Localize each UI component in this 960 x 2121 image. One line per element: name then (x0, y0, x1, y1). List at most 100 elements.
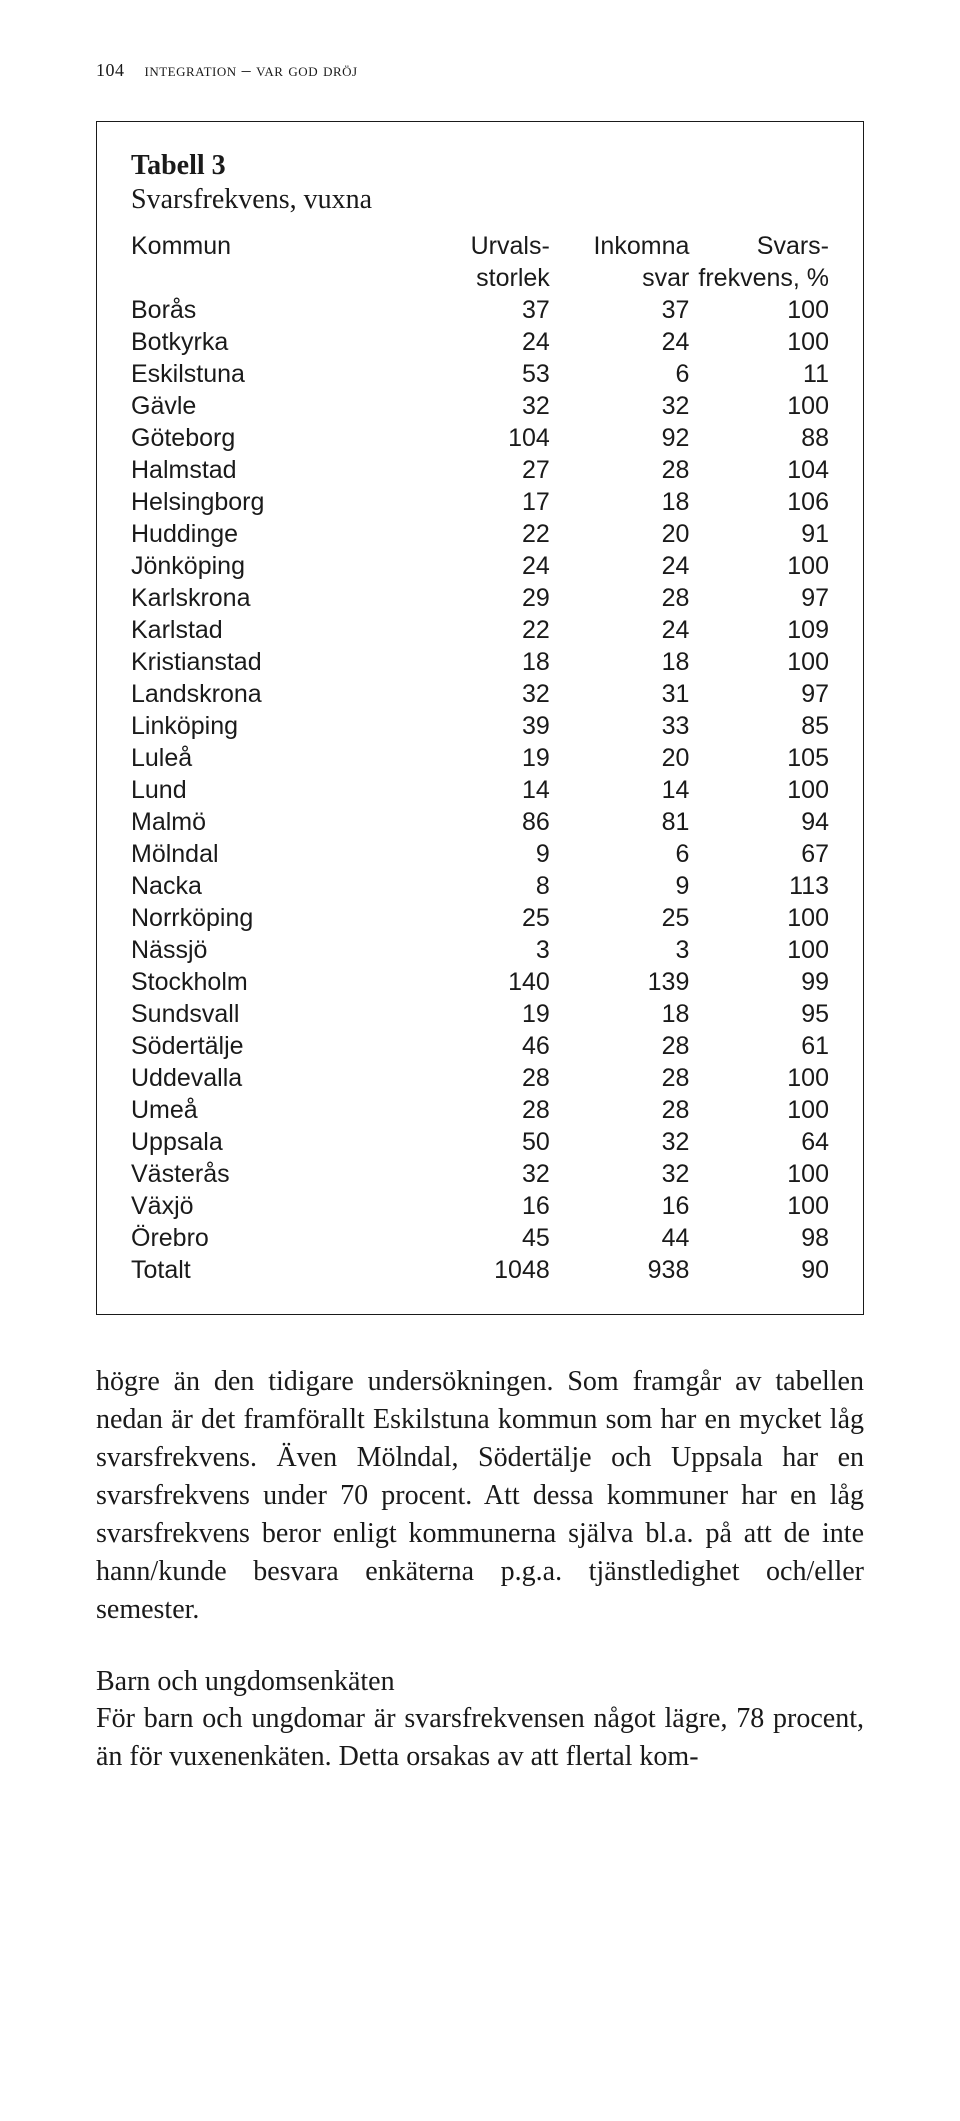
cell-kommun: Mölndal (131, 838, 396, 870)
cell-kommun: Uppsala (131, 1126, 396, 1158)
cell-frekvens: 100 (689, 934, 829, 966)
cell-inkomna: 32 (550, 1158, 690, 1190)
cell-kommun: Karlstad (131, 614, 396, 646)
col-header-empty (131, 262, 396, 294)
cell-frekvens: 67 (689, 838, 829, 870)
cell-inkomna: 28 (550, 1062, 690, 1094)
cell-urval: 9 (396, 838, 550, 870)
cell-inkomna: 31 (550, 678, 690, 710)
cell-inkomna: 16 (550, 1190, 690, 1222)
cell-urval: 19 (396, 742, 550, 774)
table-row: Eskilstuna53611 (131, 358, 829, 390)
cell-urval: 39 (396, 710, 550, 742)
cell-inkomna: 81 (550, 806, 690, 838)
paragraph-2-text: För barn och ungdomar är svarsfrekvensen… (96, 1700, 864, 1776)
cell-kommun: Växjö (131, 1190, 396, 1222)
running-head: 104 integration – var god dröj (96, 60, 864, 81)
table-row: Gävle3232100 (131, 390, 829, 422)
cell-kommun: Karlskrona (131, 582, 396, 614)
cell-frekvens: 64 (689, 1126, 829, 1158)
cell-inkomna: 28 (550, 1030, 690, 1062)
cell-kommun: Totalt (131, 1254, 396, 1286)
cell-urval: 46 (396, 1030, 550, 1062)
cell-urval: 32 (396, 1158, 550, 1190)
cell-inkomna: 3 (550, 934, 690, 966)
cell-inkomna: 33 (550, 710, 690, 742)
cell-inkomna: 20 (550, 518, 690, 550)
cell-kommun: Botkyrka (131, 326, 396, 358)
cell-inkomna: 24 (550, 326, 690, 358)
cell-urval: 29 (396, 582, 550, 614)
cell-inkomna: 28 (550, 454, 690, 486)
cell-frekvens: 95 (689, 998, 829, 1030)
cell-inkomna: 24 (550, 550, 690, 582)
cell-frekvens: 94 (689, 806, 829, 838)
cell-kommun: Norrköping (131, 902, 396, 934)
cell-urval: 24 (396, 550, 550, 582)
cell-kommun: Stockholm (131, 966, 396, 998)
table-row: Helsingborg1718106 (131, 486, 829, 518)
cell-frekvens: 90 (689, 1254, 829, 1286)
cell-kommun: Halmstad (131, 454, 396, 486)
cell-urval: 24 (396, 326, 550, 358)
cell-frekvens: 85 (689, 710, 829, 742)
table-row: Sundsvall191895 (131, 998, 829, 1030)
cell-kommun: Malmö (131, 806, 396, 838)
cell-kommun: Landskrona (131, 678, 396, 710)
table-row: Nässjö33100 (131, 934, 829, 966)
cell-urval: 14 (396, 774, 550, 806)
cell-kommun: Borås (131, 294, 396, 326)
cell-kommun: Örebro (131, 1222, 396, 1254)
cell-kommun: Luleå (131, 742, 396, 774)
page: 104 integration – var god dröj Tabell 3 … (0, 0, 960, 2121)
cell-kommun: Linköping (131, 710, 396, 742)
table-row: Jönköping2424100 (131, 550, 829, 582)
cell-frekvens: 105 (689, 742, 829, 774)
cell-urval: 37 (396, 294, 550, 326)
table-row: Borås3737100 (131, 294, 829, 326)
body-paragraph-1: högre än den tidigare undersökningen. So… (96, 1363, 864, 1630)
table-header-row-2: storlek svar frekvens, % (131, 262, 829, 294)
paragraph-1-text: högre än den tidigare undersökningen. So… (96, 1363, 864, 1630)
cell-inkomna: 18 (550, 486, 690, 518)
cell-frekvens: 113 (689, 870, 829, 902)
cell-frekvens: 100 (689, 1094, 829, 1126)
table-title: Tabell 3 (131, 150, 829, 182)
cell-frekvens: 91 (689, 518, 829, 550)
cell-urval: 32 (396, 390, 550, 422)
cell-urval: 19 (396, 998, 550, 1030)
table-row: Karlskrona292897 (131, 582, 829, 614)
table-row: Linköping393385 (131, 710, 829, 742)
cell-inkomna: 25 (550, 902, 690, 934)
cell-kommun: Helsingborg (131, 486, 396, 518)
cell-urval: 22 (396, 614, 550, 646)
cell-frekvens: 100 (689, 294, 829, 326)
table-row: Luleå1920105 (131, 742, 829, 774)
cell-kommun: Nacka (131, 870, 396, 902)
col-header-urval-top: Urvals- (396, 230, 550, 262)
body-paragraph-2: För barn och ungdomar är svarsfrekvensen… (96, 1700, 864, 1776)
cell-frekvens: 106 (689, 486, 829, 518)
table-row: Kristianstad1818100 (131, 646, 829, 678)
table-row: Lund1414100 (131, 774, 829, 806)
table-row: Norrköping2525100 (131, 902, 829, 934)
cell-urval: 22 (396, 518, 550, 550)
cell-urval: 3 (396, 934, 550, 966)
cell-kommun: Gävle (131, 390, 396, 422)
cell-inkomna: 18 (550, 646, 690, 678)
table-row: Karlstad2224109 (131, 614, 829, 646)
table-header-row: Kommun Urvals- Inkomna Svars- (131, 230, 829, 262)
cell-frekvens: 98 (689, 1222, 829, 1254)
table-row: Halmstad2728104 (131, 454, 829, 486)
cell-urval: 18 (396, 646, 550, 678)
cell-urval: 53 (396, 358, 550, 390)
cell-urval: 32 (396, 678, 550, 710)
cell-frekvens: 100 (689, 1190, 829, 1222)
cell-inkomna: 139 (550, 966, 690, 998)
cell-inkomna: 28 (550, 1094, 690, 1126)
cell-frekvens: 100 (689, 550, 829, 582)
table-row: Nacka89113 (131, 870, 829, 902)
table-subtitle: Svarsfrekvens, vuxna (131, 184, 829, 216)
cell-inkomna: 938 (550, 1254, 690, 1286)
col-header-svars-top: Svars- (689, 230, 829, 262)
